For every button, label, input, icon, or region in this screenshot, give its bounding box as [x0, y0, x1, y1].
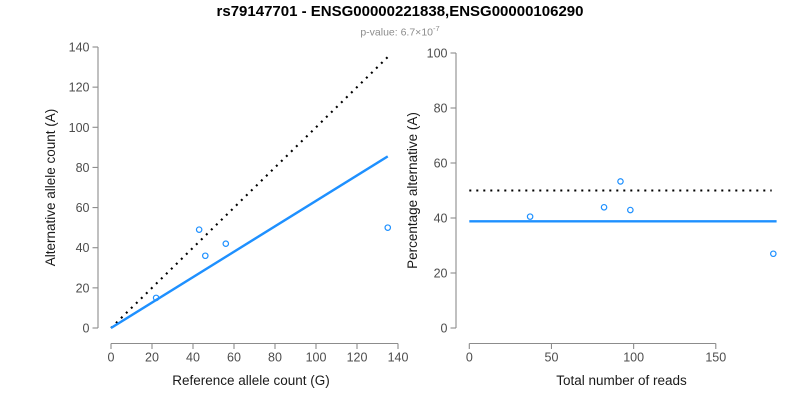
y-tick-label: 120 — [69, 81, 90, 95]
x-axis-title: Total number of reads — [556, 373, 687, 388]
data-point — [617, 178, 624, 185]
x-tick-label: 60 — [227, 351, 241, 365]
y-tick-label: 60 — [434, 157, 448, 171]
x-tick-label: 100 — [623, 351, 644, 365]
data-point — [770, 250, 777, 258]
y-tick-label: 100 — [427, 47, 448, 61]
data-point — [222, 240, 230, 248]
y-tick-label: 40 — [76, 241, 90, 255]
x-tick-label: 80 — [268, 351, 282, 365]
x-tick-label: 120 — [347, 351, 368, 365]
y-tick-label: 60 — [76, 201, 90, 215]
y-tick-label: 100 — [69, 121, 90, 135]
x-tick-label: 150 — [705, 351, 726, 365]
x-tick-label: 50 — [545, 351, 559, 365]
regression-line — [110, 155, 389, 330]
x-tick-label: 20 — [145, 351, 159, 365]
allele-counts-scatter: 0 20 40 60 80 100 120 140 0 20 40 60 80 100 120 140 Refe… — [43, 41, 408, 388]
data-point — [384, 224, 392, 231]
page-title: rs79147701 - ENSG00000221838,ENSG0000010… — [216, 3, 584, 20]
y-tick-label: 20 — [434, 267, 448, 281]
x-tick-label: 40 — [186, 351, 200, 365]
pvalue-subtitle: p-value: 6.7×10-7 — [0, 24, 800, 39]
data-point — [600, 203, 608, 211]
pvalue-exponent: -7 — [433, 24, 440, 33]
y-tick-label: 80 — [76, 161, 90, 175]
x-tick-label: 0 — [108, 351, 115, 365]
x-tick-label: 0 — [466, 351, 473, 365]
x-axis-title: Reference allele count (G) — [172, 373, 330, 388]
y-tick-label: 20 — [76, 281, 90, 295]
x-tick-label: 140 — [388, 351, 409, 365]
y-axis-title: Percentage alternative (A) — [405, 112, 420, 269]
y-axis-title: Alternative allele count (A) — [43, 109, 58, 267]
data-point — [202, 252, 209, 260]
x-tick-label: 100 — [306, 351, 327, 365]
data-point — [526, 213, 534, 220]
y-tick-label: 80 — [434, 102, 448, 116]
y-tick-label: 40 — [434, 212, 448, 226]
y-tick-label: 0 — [83, 322, 90, 336]
percentage-vs-reads-scatter: 0 50 100 150 0 20 40 60 80 100 Total number of rea… — [405, 47, 777, 388]
data-point — [627, 206, 634, 214]
data-point — [195, 226, 203, 233]
y-tick-label: 0 — [441, 322, 448, 336]
identity-line — [110, 56, 389, 329]
y-tick-label: 140 — [69, 41, 90, 55]
pvalue-text: p-value: 6.7×10 — [360, 26, 433, 39]
